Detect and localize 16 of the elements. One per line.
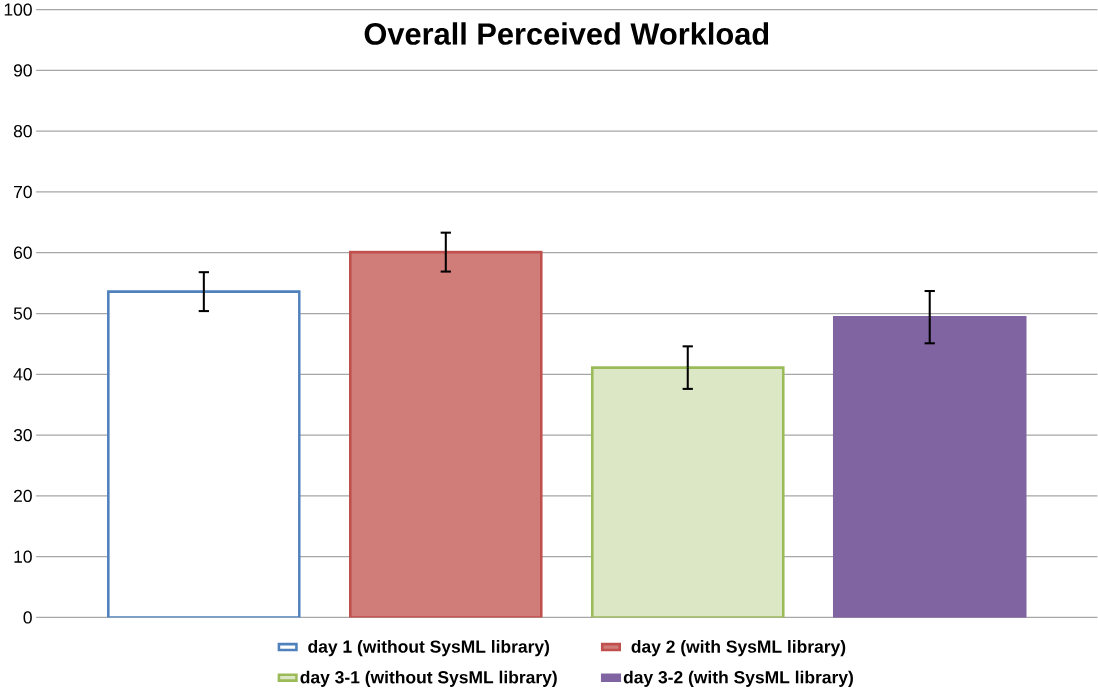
y-tick-label: 20 — [14, 489, 32, 503]
y-tick-label: 80 — [13, 125, 32, 138]
y-tick-label: 10 — [14, 550, 32, 563]
legend-label: day 3-2 (with SysML library) — [623, 670, 853, 687]
y-tick-label: 100 — [4, 3, 32, 16]
legend-label: day 1 (without SysML library) — [308, 640, 550, 657]
y-tick-label: 40 — [13, 368, 32, 381]
y-tick-label: 0 — [23, 611, 32, 624]
legend-label: day 2 (with SysML library) — [631, 640, 846, 657]
y-tick-label: 60 — [14, 246, 32, 259]
y-tick-label: 70 — [14, 185, 32, 199]
y-tick-label: 50 — [13, 307, 32, 320]
legend-label: day 3-1 (without SysML library) — [300, 670, 557, 687]
y-tick-label: 90 — [13, 64, 32, 77]
chart-title: Overall Perceived Workload — [364, 22, 769, 45]
y-tick-label: 30 — [13, 428, 32, 442]
